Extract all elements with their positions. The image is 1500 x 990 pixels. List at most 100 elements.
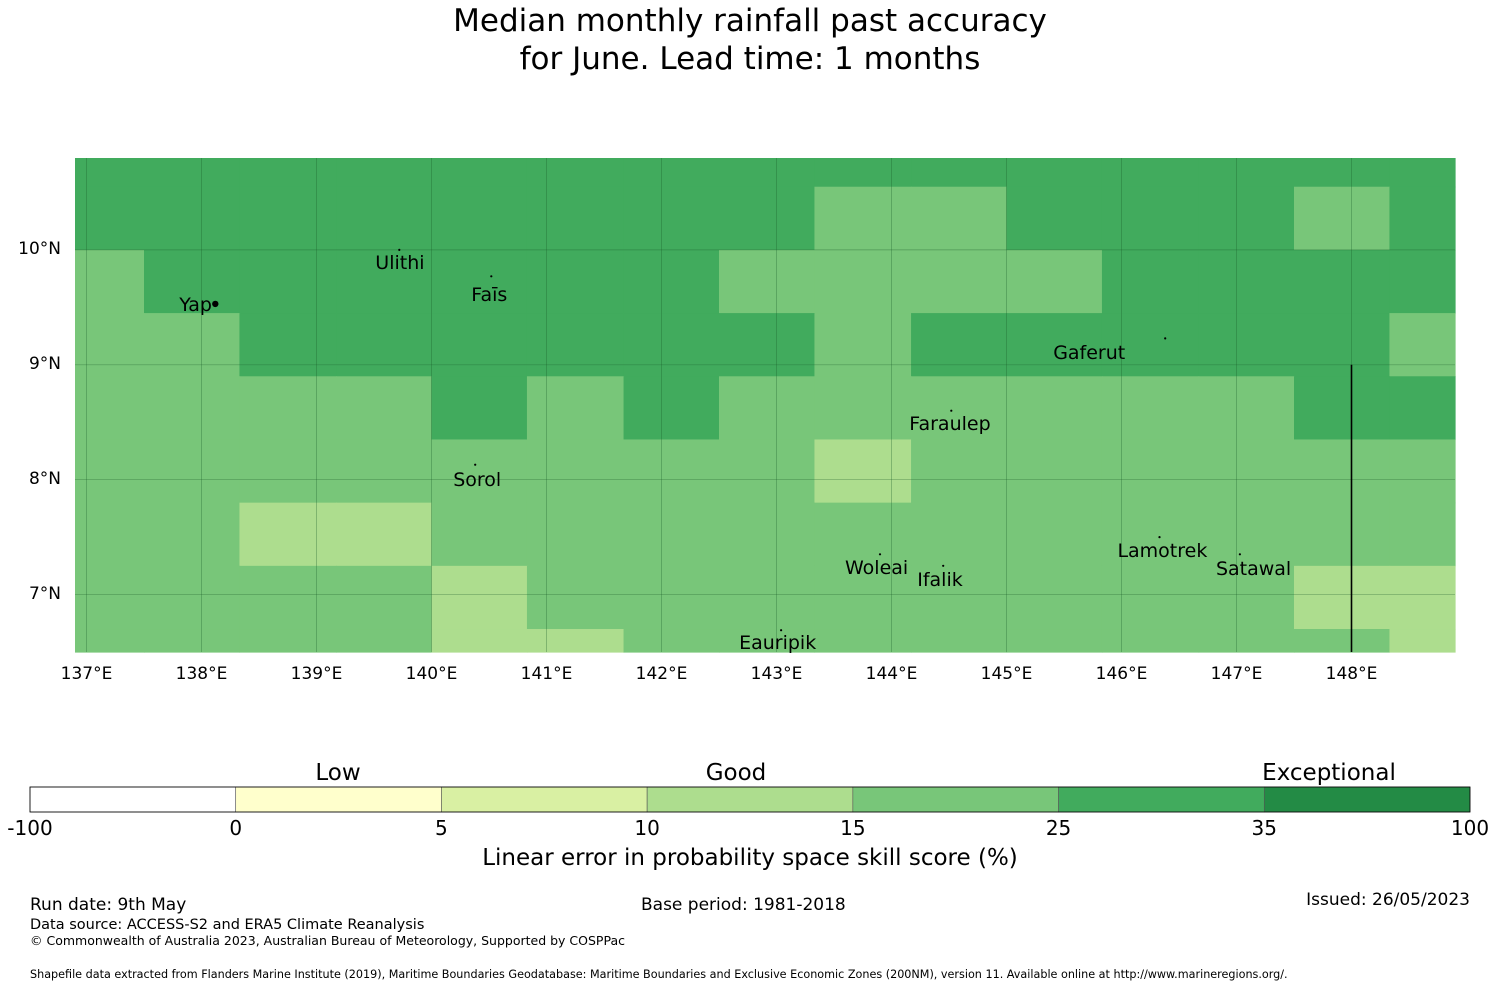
grid-cell (1006, 158, 1103, 188)
latitude-tick-label: 10°N (18, 238, 61, 259)
grid-cell (719, 313, 816, 377)
colorbar-box (1263, 786, 1471, 813)
grid-cell (1389, 158, 1456, 188)
grid-cell (526, 158, 625, 188)
grid-cell (239, 186, 337, 251)
latitude-tick-label: 8°N (28, 468, 61, 489)
grid-cell (1389, 502, 1456, 567)
grid-cell (719, 565, 816, 630)
grid-cell (1389, 249, 1456, 314)
grid-cell (144, 629, 241, 653)
grid-cell (814, 186, 912, 251)
skill-grid-cells (75, 158, 1456, 653)
grid-cell (911, 158, 1008, 188)
grid-cell (1101, 313, 1200, 377)
island-marker (780, 629, 783, 632)
grid-cell (911, 439, 1008, 504)
grid-cell (75, 376, 145, 441)
grid-cell (239, 249, 337, 314)
grid-cell (336, 158, 433, 188)
grid-cell (431, 376, 528, 441)
grid-cell (239, 502, 337, 567)
island-label: Faraulep (909, 412, 991, 435)
grid-cell (1101, 502, 1200, 567)
latitude-tick-label: 9°N (28, 353, 61, 374)
grid-cell (75, 313, 145, 377)
grid-cell (1198, 249, 1295, 314)
grid-cell (1006, 439, 1103, 504)
grid-cell (431, 158, 528, 188)
grid-cell (1006, 313, 1103, 377)
grid-cell (814, 249, 912, 314)
grid-cell (526, 629, 625, 653)
grid-cell (75, 502, 145, 567)
data-source: Data source: ACCESS-S2 and ERA5 Climate … (30, 917, 425, 933)
grid-cell (1389, 313, 1456, 377)
grid-cell (431, 502, 528, 567)
grid-cell (623, 158, 720, 188)
grid-cell (75, 565, 145, 630)
colorbar-tick-label: 35 (1251, 816, 1278, 840)
grid-cell (1101, 629, 1200, 653)
island-marker (490, 275, 493, 278)
grid-cell (239, 439, 337, 504)
grid-cell (1006, 376, 1103, 441)
grid-cell (1389, 439, 1456, 504)
longitude-tick-label: 139°E (290, 664, 343, 684)
category-low-label: Low (315, 760, 361, 786)
longitude-tick-label: 146°E (1095, 664, 1148, 684)
grid-cell (911, 186, 1008, 251)
grid-cell (1006, 186, 1103, 251)
grid-cell (431, 439, 528, 504)
colorbar-outline (29, 786, 1471, 813)
colorbar-box (852, 786, 1059, 813)
grid-cell (911, 629, 1008, 653)
grid-cell (431, 249, 528, 314)
island-label: Satawal (1215, 558, 1292, 581)
grid-cell (1101, 158, 1200, 188)
grid-cell (1198, 186, 1295, 251)
grid-cell (623, 313, 720, 377)
grid-cell (623, 629, 720, 653)
island-label: Woleai (845, 557, 909, 580)
island-marker (212, 300, 219, 308)
grid-cell (719, 502, 816, 567)
grid-cell (814, 313, 912, 377)
grid-cell (814, 629, 912, 653)
grid-cell (1198, 439, 1295, 504)
island-label: Gaferut (1053, 342, 1126, 365)
grid-cell (1006, 502, 1103, 567)
grid-cell (1389, 565, 1456, 630)
grid-cell (719, 439, 816, 504)
grid-cell (1294, 313, 1391, 377)
chart-title-line-1: Median monthly rainfall past accuracy (453, 3, 1047, 39)
grid-cell (336, 502, 433, 567)
shapefile-credit: Shapefile data extracted from Flanders M… (30, 968, 1288, 981)
island-marker (950, 409, 953, 412)
longitude-tick-label: 138°E (175, 664, 228, 684)
grid-cell (623, 376, 720, 441)
grid-cell (1198, 565, 1295, 630)
grid-cell (144, 158, 241, 188)
island-label: Ulithi (375, 251, 425, 274)
grid-cell (623, 186, 720, 251)
grid-cell (526, 439, 625, 504)
grid-cell (336, 186, 433, 251)
island-label: Faīs (471, 284, 508, 307)
grid-cell (239, 376, 337, 441)
issued-date: Issued: 26/05/2023 (1306, 890, 1470, 910)
grid-cell (911, 502, 1008, 567)
chart-title: Median monthly rainfall past accuracy fo… (0, 2, 1500, 78)
grid-cell (814, 565, 912, 630)
grid-cell (1389, 376, 1456, 441)
grid-cell (814, 502, 912, 567)
grid-cell (75, 629, 145, 653)
grid-cell (814, 158, 912, 188)
island-marker (1158, 536, 1161, 539)
colorbar-title: Linear error in probability space skill … (482, 845, 1018, 871)
category-good-label: Good (705, 760, 767, 786)
grid-cell (719, 249, 816, 314)
grid-cell (239, 565, 337, 630)
